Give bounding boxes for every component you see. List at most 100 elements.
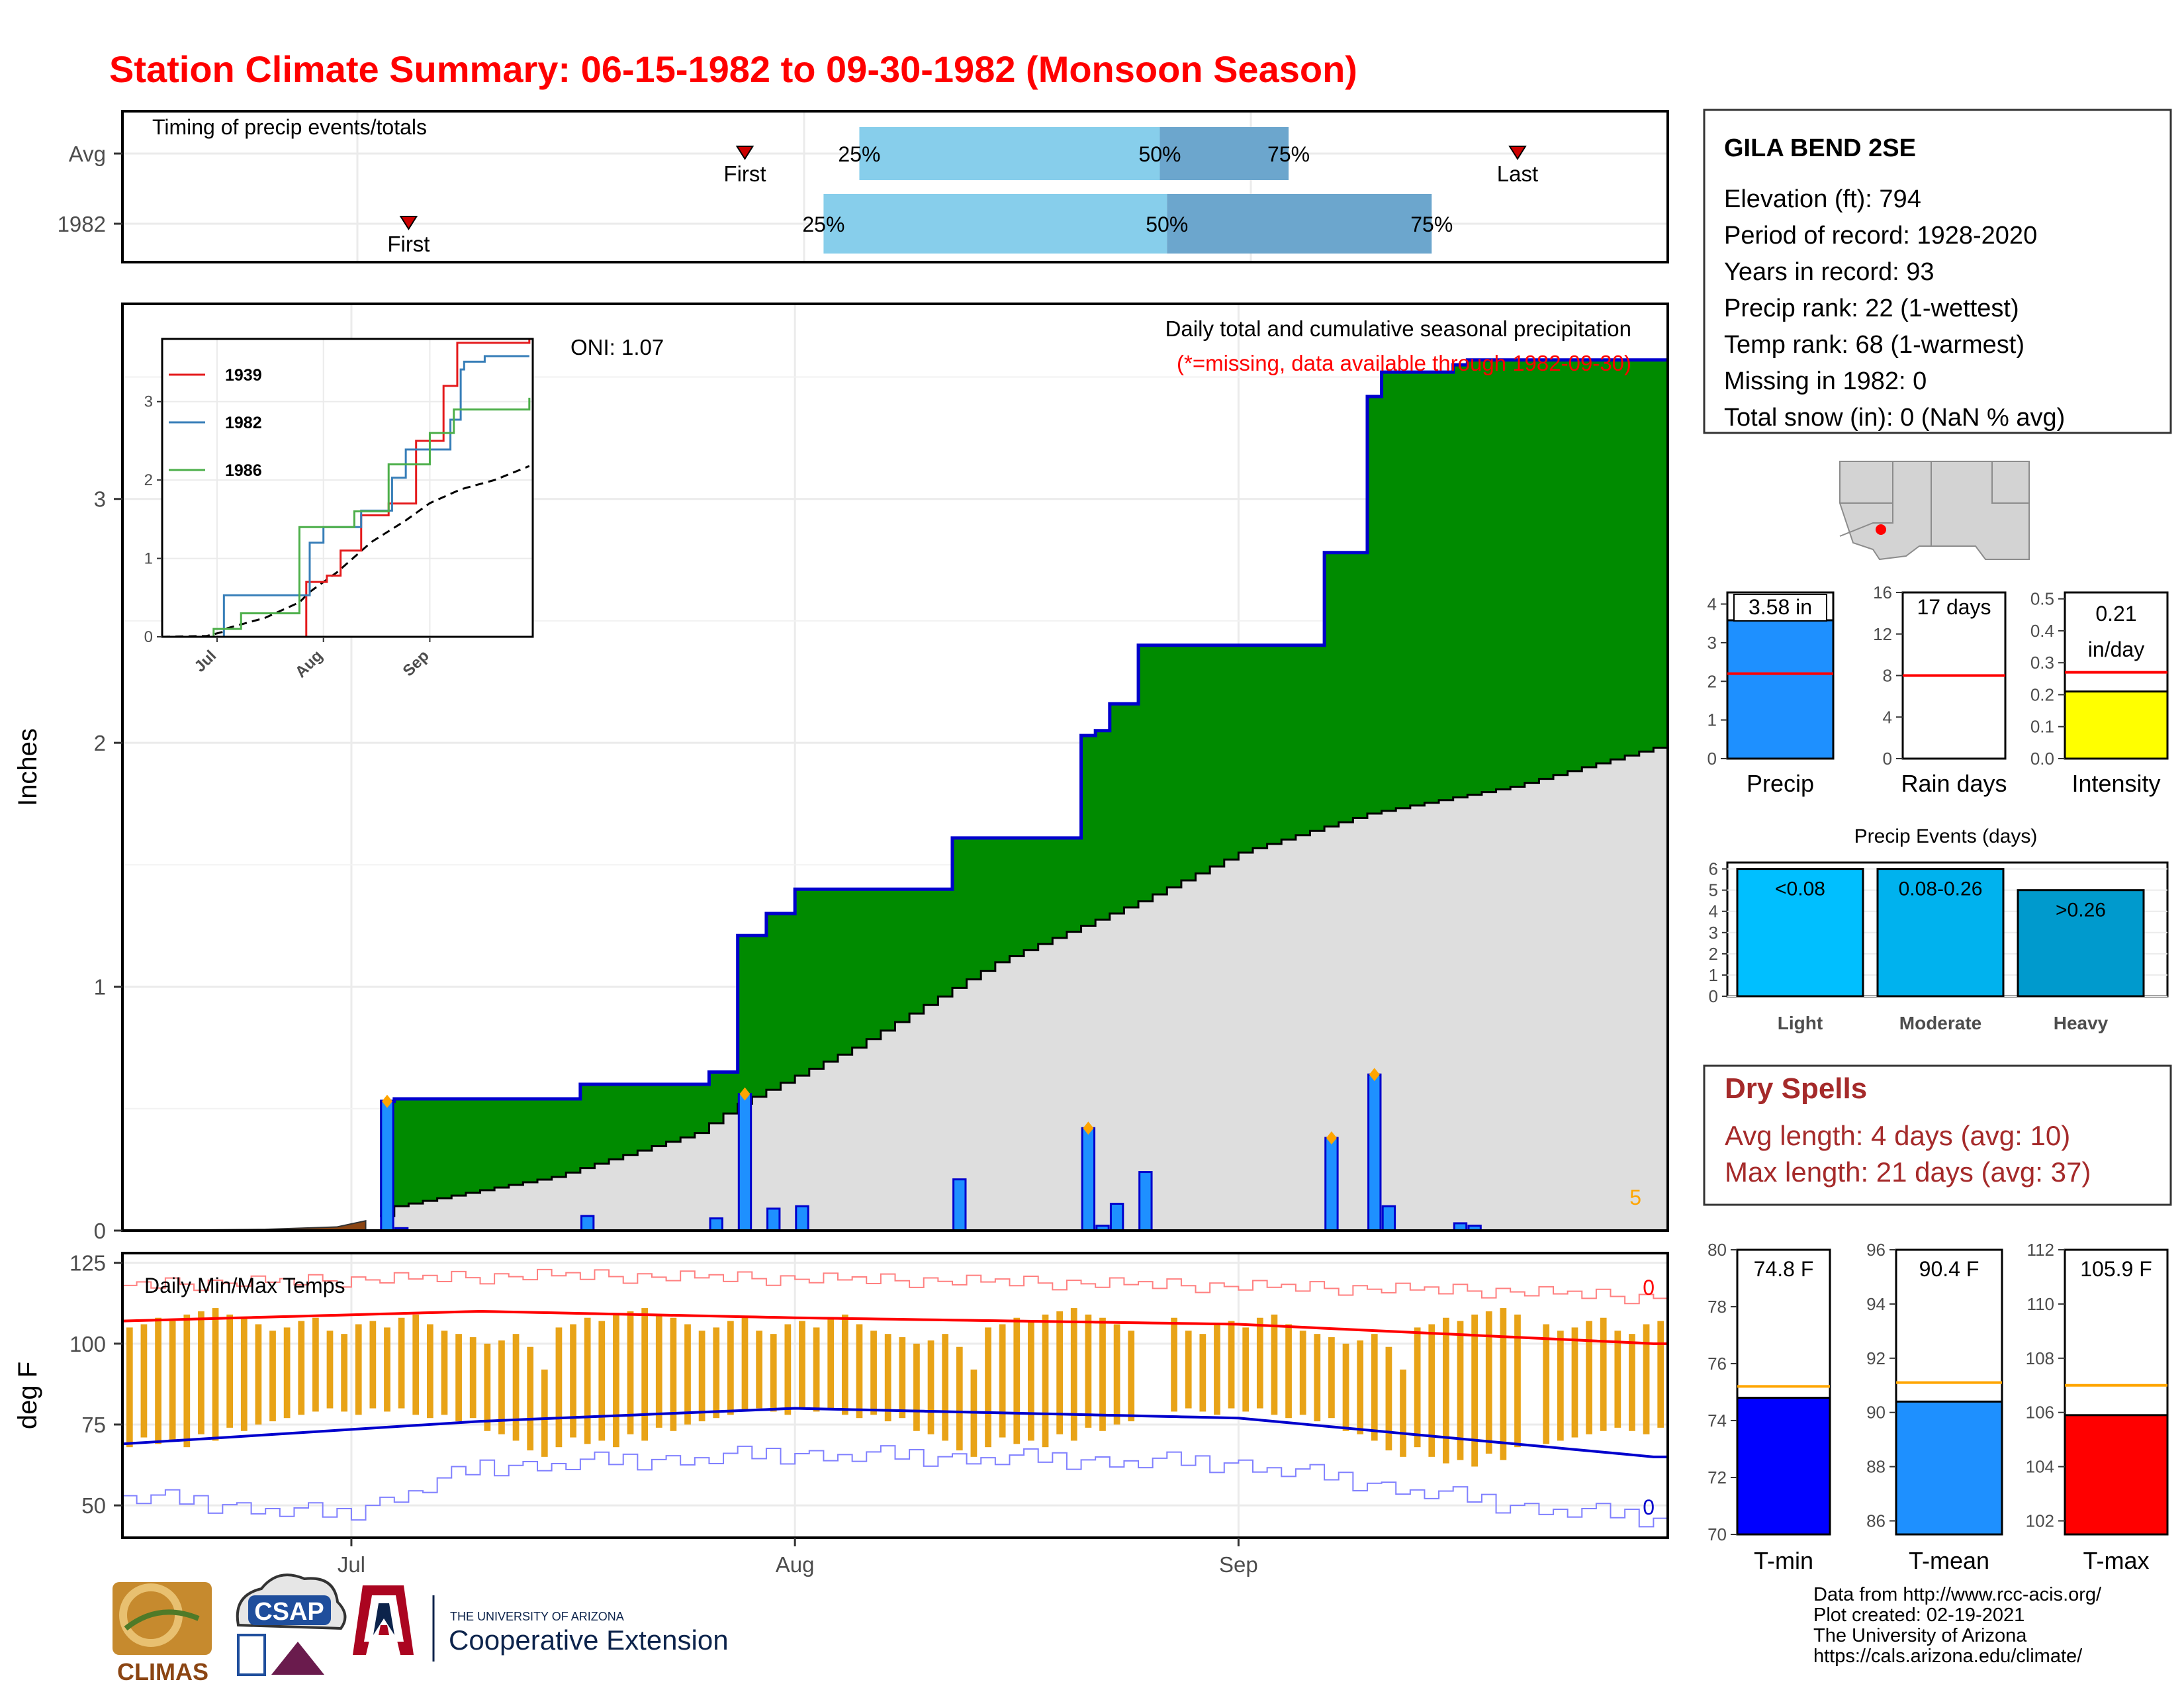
station-location-marker <box>1876 524 1886 535</box>
daily-temp-bar <box>1514 1314 1521 1448</box>
temp-bar-title-1: T-mean <box>1909 1547 1989 1574</box>
daily-temp-bar <box>426 1324 433 1419</box>
temp-y-tick-label: 50 <box>81 1493 106 1518</box>
daily-precip-bar <box>737 1093 752 1232</box>
timing-bar-q50-q75 <box>1160 127 1289 180</box>
summary-tick-label: 8 <box>1883 666 1892 686</box>
daily-temp-bar <box>1256 1317 1263 1409</box>
daily-temp-bar <box>326 1331 334 1409</box>
climas-logo: CLIMAS <box>113 1582 212 1685</box>
daily-precip-bar <box>1081 1127 1096 1232</box>
daily-temp-bar <box>584 1317 591 1444</box>
daily-temp-bar <box>155 1317 161 1444</box>
daily-precip-bar <box>1367 1073 1382 1232</box>
summary-label-line1: 0.21 <box>2095 602 2136 626</box>
temp-y-tick-label: 125 <box>69 1251 106 1276</box>
summary-tick-label: 3 <box>1707 633 1717 653</box>
precip-events-chart: Precip Events (days) <0.08 Light 0.08-0.26… <box>1709 825 2169 1033</box>
daily-temp-bar <box>670 1317 677 1431</box>
y-tick-label: 1 <box>94 975 106 1000</box>
daily-temp-bar <box>1042 1314 1049 1448</box>
daily-temp-bar <box>1629 1334 1635 1431</box>
precip-caption: Daily total and cumulative seasonal prec… <box>1165 316 1631 341</box>
daily-temp-bar <box>398 1317 405 1409</box>
daily-precip-bar <box>380 1100 394 1232</box>
daily-temp-bar <box>1571 1327 1578 1438</box>
avg-min-line <box>122 1407 1668 1458</box>
summary-tick-label: 0.1 <box>2030 717 2054 737</box>
daily-temp-bar <box>255 1324 262 1425</box>
events-title: Precip Events (days) <box>1854 825 2038 847</box>
daily-temp-bar <box>684 1324 691 1425</box>
footer-line-data: Data from http://www.rcc-acis.org/ <box>1813 1584 2102 1605</box>
daily-temp-bar <box>498 1340 505 1434</box>
daily-temp-bar <box>1400 1369 1406 1457</box>
footer-line-url: https://cals.arizona.edu/climate/ <box>1813 1646 2083 1667</box>
daily-temp-bar <box>913 1343 920 1431</box>
temp-bar-tick-label: 106 <box>2026 1403 2054 1423</box>
temp-x-tick-label: Jul <box>338 1552 365 1577</box>
y-tick-label: 3 <box>94 487 106 512</box>
daily-temp-bar <box>126 1327 133 1448</box>
temp-bar-tick-label: 70 <box>1707 1524 1727 1544</box>
summary-label-box <box>1733 594 1827 622</box>
legend-label-1982: 1982 <box>225 414 262 432</box>
heavy-event-marker <box>739 1087 751 1101</box>
daily-temp-bar <box>555 1327 563 1448</box>
temp-bar-tick-label: 94 <box>1866 1294 1886 1314</box>
inset-line-1939 <box>302 339 531 638</box>
daily-temp-bar <box>799 1321 805 1409</box>
temp-bar-tick-label: 92 <box>1866 1348 1886 1368</box>
summary-tick-label: 12 <box>1873 624 1892 644</box>
daily-temp-bar <box>1643 1324 1650 1434</box>
daily-temp-bar <box>1342 1343 1349 1431</box>
page-title: Station Climate Summary: 06-15-1982 to 0… <box>109 48 1357 90</box>
daily-temp-bar <box>1028 1321 1034 1441</box>
daily-temp-bar <box>512 1334 520 1441</box>
timing-bar-q25-q50 <box>859 127 1160 180</box>
daily-temp-bar <box>770 1334 777 1412</box>
heavy-event-marker <box>1369 1068 1380 1082</box>
temp-bar-tick-label: 80 <box>1707 1240 1727 1260</box>
summary-title-2: Intensity <box>2071 770 2160 797</box>
timing-bar-q25-q50 <box>823 194 1167 254</box>
temp-bar-tick-label: 86 <box>1866 1511 1886 1531</box>
daily-temp-bar <box>942 1334 949 1441</box>
daily-temp-bar <box>1428 1324 1435 1457</box>
inset-y-tick-label: 2 <box>144 471 153 489</box>
timing-last-label: Last <box>1497 162 1538 186</box>
station-name: GILA BEND 2SE <box>1724 134 1916 162</box>
daily-temp-bar <box>1414 1327 1421 1448</box>
precip-y-axis-label: Inches <box>13 728 42 806</box>
daily-temp-bar <box>999 1324 1006 1438</box>
timing-q75-label: 75% <box>1267 142 1310 166</box>
daily-precip-bar <box>709 1217 723 1232</box>
daily-temp-bar <box>1171 1317 1177 1412</box>
daily-temp-bar <box>727 1321 734 1415</box>
daily-precip-bar <box>1138 1171 1153 1232</box>
daily-temp-bar <box>298 1321 305 1415</box>
legend-label-1986: 1986 <box>225 461 262 480</box>
station-line-years: Years in record: 93 <box>1724 258 1934 286</box>
daily-precip-bar <box>1109 1202 1124 1232</box>
daily-temp-bar <box>1214 1324 1220 1415</box>
heavy-event-marker <box>381 1094 392 1108</box>
avg-cumulative-area <box>380 747 1668 1231</box>
daily-temp-bar <box>1371 1334 1378 1441</box>
daily-temp-bar <box>527 1346 534 1451</box>
summary-tick-label: 0.3 <box>2030 653 2054 673</box>
daily-temp-bar <box>1128 1331 1135 1422</box>
temp-bar-tick-label: 102 <box>2026 1511 2054 1531</box>
daily-temp-bar <box>1600 1317 1607 1431</box>
daily-temp-bar <box>1357 1340 1364 1434</box>
footer-credits: Data from http://www.rcc-acis.org/ Plot … <box>1813 1584 2102 1667</box>
daily-temp-bar <box>198 1311 205 1434</box>
daily-precip-bar <box>1381 1205 1396 1232</box>
daily-temp-bar <box>1285 1324 1292 1419</box>
heavy-event-marker <box>1083 1121 1094 1135</box>
daily-temp-bar <box>1485 1311 1492 1454</box>
temp-label: Daily Min/Max Temps <box>144 1274 345 1297</box>
temp-bar-tick-label: 90 <box>1866 1403 1886 1423</box>
